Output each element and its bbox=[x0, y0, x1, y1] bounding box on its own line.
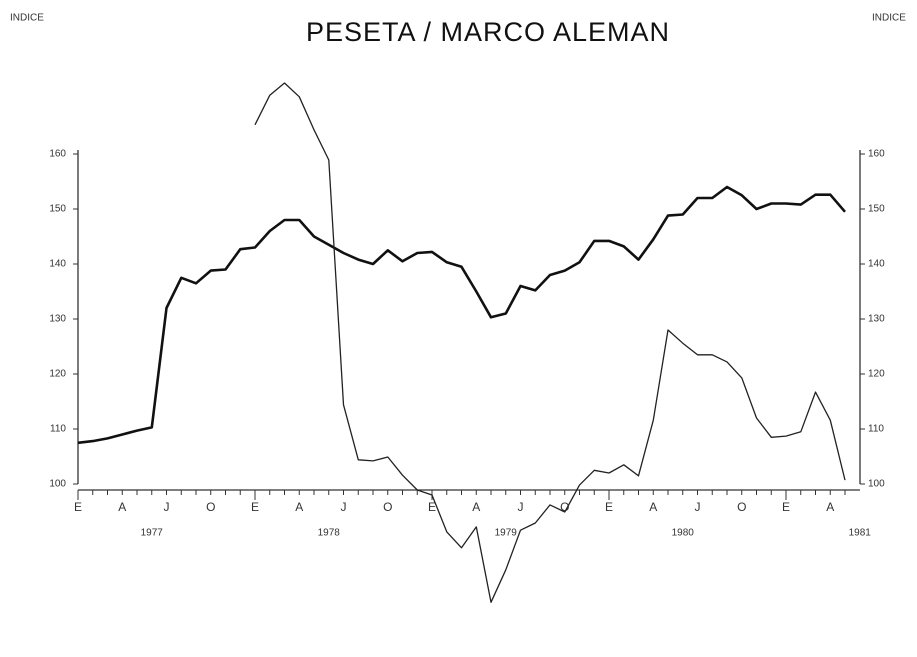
y-tick-label: 120 bbox=[49, 369, 66, 380]
x-tick-label: A bbox=[826, 500, 834, 514]
y2-tick-label: 130 bbox=[868, 314, 885, 325]
x-tick-label: E bbox=[605, 500, 613, 514]
year-label: 1981 bbox=[849, 528, 872, 539]
y2-tick-label: 140 bbox=[868, 259, 885, 270]
x-tick-label: O bbox=[206, 500, 215, 514]
year-label: 1977 bbox=[141, 528, 164, 539]
y-tick-label: 130 bbox=[49, 314, 66, 325]
series-line bbox=[77, 185, 846, 445]
y2-tick-label: 110 bbox=[868, 424, 884, 435]
x-tick-label: J bbox=[164, 500, 170, 514]
y-axis-label: INDICE bbox=[10, 13, 44, 24]
x-tick-label: J bbox=[341, 500, 347, 514]
chart-title: PESETA / MARCO ALEMAN bbox=[306, 17, 670, 47]
x-tick-label: A bbox=[472, 500, 480, 514]
x-tick-label: A bbox=[649, 500, 657, 514]
y-tick-label: 140 bbox=[49, 259, 66, 270]
year-label: 1980 bbox=[672, 528, 695, 539]
x-tick-label: J bbox=[695, 500, 701, 514]
x-tick-label: J bbox=[518, 500, 524, 514]
y-tick-label: 110 bbox=[50, 424, 66, 435]
y2-axis-label: INDICE bbox=[872, 13, 906, 24]
y-tick-label: 160 bbox=[49, 149, 66, 160]
y2-tick-label: 150 bbox=[868, 204, 885, 215]
x-tick-label: E bbox=[428, 500, 436, 514]
x-tick-label: A bbox=[295, 500, 303, 514]
x-tick-label: E bbox=[251, 500, 259, 514]
x-tick-label: O bbox=[383, 500, 392, 514]
x-tick-label: E bbox=[782, 500, 790, 514]
x-tick-label: O bbox=[737, 500, 746, 514]
y2-tick-label: 100 bbox=[868, 479, 885, 490]
x-tick-label: O bbox=[560, 500, 569, 514]
x-tick-label: E bbox=[74, 500, 82, 514]
series-line bbox=[254, 82, 846, 603]
y2-tick-label: 160 bbox=[868, 149, 885, 160]
year-label: 1978 bbox=[318, 528, 341, 539]
year-label: 1979 bbox=[495, 528, 518, 539]
y-tick-label: 150 bbox=[49, 204, 66, 215]
x-tick-label: A bbox=[118, 500, 126, 514]
y-tick-label: 100 bbox=[49, 479, 66, 490]
y2-tick-label: 120 bbox=[868, 369, 885, 380]
